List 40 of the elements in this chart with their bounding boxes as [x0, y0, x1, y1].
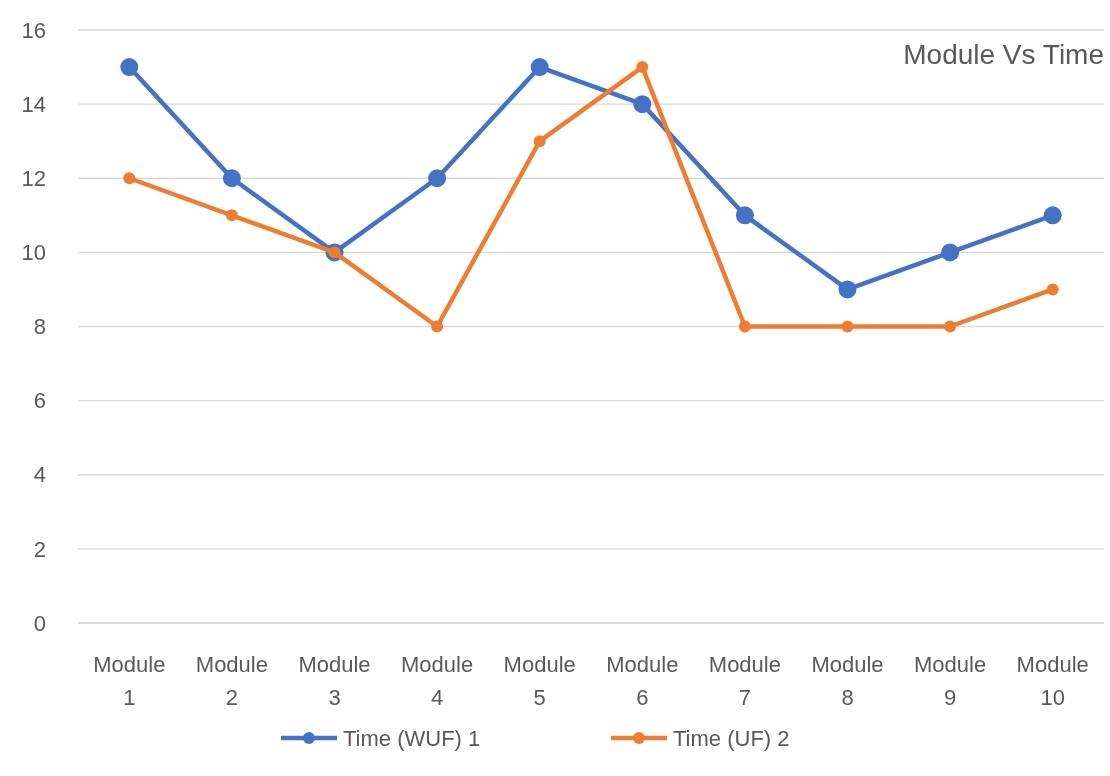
point [431, 320, 444, 333]
point [533, 135, 546, 148]
x-tick-label: Module 5 [503, 652, 576, 710]
x-tick-label: Module 7 [708, 652, 781, 710]
point [123, 172, 136, 185]
x-tick-label: Module 1 [93, 652, 166, 710]
x-tick-label: Module 9 [914, 652, 987, 710]
point [735, 206, 754, 225]
point [941, 243, 960, 262]
y-tick-label: 10 [21, 240, 46, 266]
y-tick-label: 4 [33, 462, 46, 488]
legend-label: Time (UF) 2 [673, 725, 790, 751]
x-tick-label: Module 6 [606, 652, 679, 710]
x-tick-label: Module 8 [811, 652, 884, 710]
legend-label: Time (WUF) 1 [343, 725, 481, 751]
y-tick-label: 8 [33, 314, 46, 340]
y-tick-label: 6 [33, 388, 46, 414]
x-tick-label: Module 3 [298, 652, 371, 710]
point [530, 58, 549, 77]
point [428, 169, 447, 188]
point [841, 320, 854, 333]
point [120, 58, 139, 77]
point [1046, 283, 1059, 296]
point [944, 320, 957, 333]
x-tick-label: Module 2 [195, 652, 268, 710]
point [222, 169, 241, 188]
y-tick-label: 0 [33, 610, 46, 636]
point [1043, 206, 1062, 225]
y-tick-label: 14 [21, 91, 46, 117]
point [738, 320, 751, 333]
point [636, 61, 649, 74]
point [838, 280, 857, 299]
point [633, 95, 652, 114]
y-tick-label: 2 [33, 536, 46, 562]
point [225, 209, 238, 222]
x-tick-label: Module 4 [401, 652, 474, 710]
y-tick-label: 16 [21, 17, 46, 43]
y-tick-label: 12 [21, 165, 46, 191]
x-tick-label: Module 10 [1016, 652, 1089, 710]
chart-title: Module Vs Time [903, 39, 1104, 70]
